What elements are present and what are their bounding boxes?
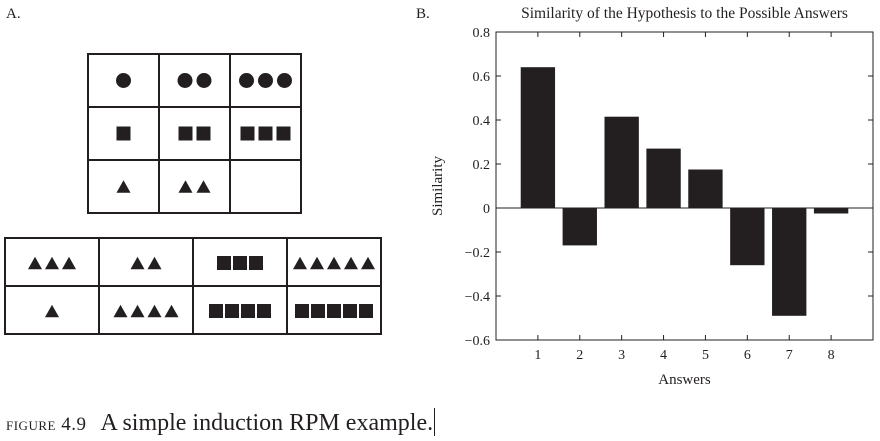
answer-option[interactable] xyxy=(286,285,382,335)
answer-option[interactable] xyxy=(192,237,288,287)
circle-shape xyxy=(258,73,273,88)
y-tick-label: 0.4 xyxy=(473,114,491,129)
x-tick-label: 4 xyxy=(660,348,667,363)
square-shape xyxy=(359,304,373,318)
triangle-shape xyxy=(45,304,59,318)
y-tick-label: −0.2 xyxy=(465,246,490,261)
triangle-shape xyxy=(327,256,341,270)
square-shape xyxy=(343,304,357,318)
circle-shape xyxy=(116,73,131,88)
square-shape xyxy=(241,304,255,318)
y-tick-label: 0.2 xyxy=(473,158,491,173)
triangle-shape xyxy=(116,180,131,193)
x-axis-label: Answers xyxy=(658,372,711,388)
square-shape xyxy=(209,304,223,318)
answer-option[interactable] xyxy=(98,237,194,287)
triangle-shape xyxy=(361,256,375,270)
triangle-shape xyxy=(310,256,324,270)
square-shape xyxy=(249,256,263,270)
triangle-shape xyxy=(147,256,162,270)
x-tick-label: 1 xyxy=(534,348,541,363)
triangle-shape xyxy=(344,256,358,270)
rpm-puzzle xyxy=(4,53,382,335)
square-shape xyxy=(240,126,255,141)
y-tick-label: −0.4 xyxy=(465,290,490,305)
matrix-cell xyxy=(229,106,302,161)
y-tick-label: 0.6 xyxy=(473,70,491,85)
matrix-cell xyxy=(229,53,302,108)
figure-number: figure 4.9 xyxy=(6,414,87,435)
answer-option[interactable] xyxy=(98,285,194,335)
triangle-shape xyxy=(130,304,145,318)
bar xyxy=(772,208,807,316)
bar xyxy=(646,148,681,208)
x-tick-label: 2 xyxy=(576,348,583,363)
y-axis-label: Similarity xyxy=(430,156,446,217)
x-tick-label: 7 xyxy=(786,348,793,363)
matrix-cell xyxy=(87,53,160,108)
triangle-shape xyxy=(147,304,162,318)
similarity-bar-chart: Similarity of the Hypothesis to the Poss… xyxy=(430,5,874,388)
triangle-shape xyxy=(293,256,307,270)
triangle-shape xyxy=(164,304,179,318)
figure-caption: figure 4.9 A simple induction RPM example… xyxy=(6,408,436,437)
x-tick-label: 5 xyxy=(702,348,709,363)
matrix-cell xyxy=(158,53,231,108)
square-shape xyxy=(257,304,271,318)
triangle-shape xyxy=(113,304,128,318)
text-cursor xyxy=(434,408,436,436)
triangle-shape xyxy=(62,256,76,270)
panel-a-label: A. xyxy=(6,6,21,22)
y-tick-label: 0 xyxy=(483,202,490,217)
answer-option[interactable] xyxy=(4,285,100,335)
chart-title: Similarity of the Hypothesis to the Poss… xyxy=(521,5,848,22)
square-shape xyxy=(225,304,239,318)
triangle-shape xyxy=(130,256,145,270)
square-shape xyxy=(276,126,291,141)
y-tick-label: 0.8 xyxy=(473,26,491,41)
triangle-shape xyxy=(178,180,193,193)
matrix-cell xyxy=(87,159,160,214)
matrix-cell xyxy=(158,159,231,214)
x-tick-label: 6 xyxy=(744,348,751,363)
circle-shape xyxy=(277,73,292,88)
square-shape xyxy=(295,304,309,318)
matrix-cell xyxy=(87,106,160,161)
caption-text: A simple induction RPM example. xyxy=(100,410,434,436)
x-tick-label: 8 xyxy=(828,348,835,363)
x-tick-label: 3 xyxy=(618,348,625,363)
circle-shape xyxy=(177,73,193,88)
circle-shape xyxy=(239,73,254,88)
answer-option[interactable] xyxy=(286,237,382,287)
square-shape xyxy=(258,126,273,141)
square-shape xyxy=(311,304,325,318)
circle-shape xyxy=(196,73,212,88)
square-shape xyxy=(327,304,341,318)
bar xyxy=(604,116,639,208)
bar xyxy=(813,208,849,214)
panel-b-label: B. xyxy=(416,6,430,22)
answer-option[interactable] xyxy=(192,285,288,335)
bar xyxy=(562,208,597,246)
square-shape xyxy=(116,126,131,141)
bar xyxy=(730,208,765,266)
square-shape xyxy=(233,256,247,270)
bar xyxy=(688,169,723,208)
square-shape xyxy=(217,256,231,270)
matrix-cell xyxy=(158,106,231,161)
triangle-shape xyxy=(196,180,211,193)
triangle-shape xyxy=(28,256,42,270)
triangle-shape xyxy=(45,256,59,270)
square-shape xyxy=(178,126,193,141)
matrix-cell-missing xyxy=(229,159,302,214)
square-shape xyxy=(196,126,211,141)
answer-option[interactable] xyxy=(4,237,100,287)
bar xyxy=(520,67,556,208)
y-tick-label: −0.6 xyxy=(465,334,490,349)
plot-frame xyxy=(495,31,874,341)
